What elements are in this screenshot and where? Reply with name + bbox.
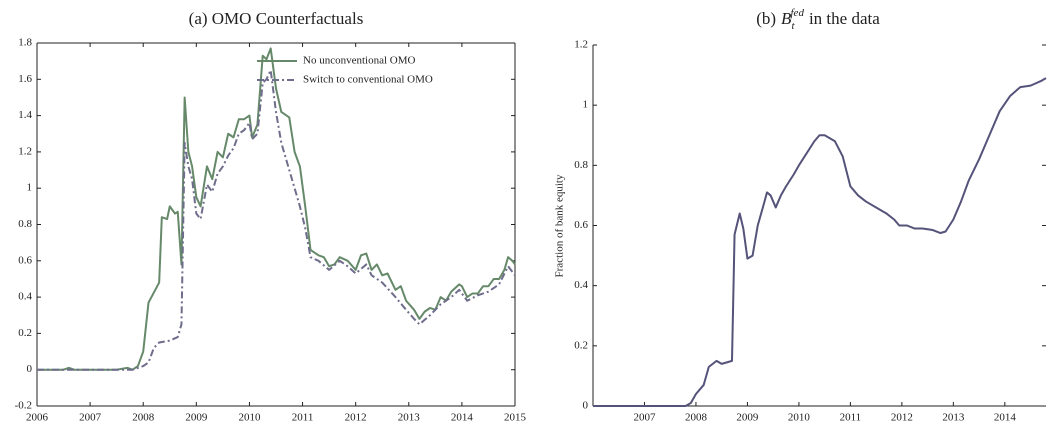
y-tick-label: 0.4 <box>574 279 588 291</box>
series-line <box>593 77 1047 407</box>
title-subscript: t <box>791 20 795 32</box>
x-tick-label: 2011 <box>840 412 862 424</box>
title-superscript: fed <box>791 7 805 19</box>
y-tick-label: 0.2 <box>18 327 32 339</box>
title-symbol: B <box>781 9 792 28</box>
x-tick-label: 2014 <box>994 412 1017 424</box>
chart-title: (a) OMO Counterfactuals <box>189 9 364 28</box>
y-tick-label: 1 <box>27 182 33 194</box>
y-tick-label: 0.2 <box>574 339 588 351</box>
y-tick-label: 1.2 <box>574 39 588 51</box>
title-prefix: (b) <box>756 9 776 28</box>
x-tick-label: 2013 <box>942 412 965 424</box>
y-tick-label: 0 <box>583 400 589 412</box>
y-tick-label: 1.6 <box>18 73 32 85</box>
series-line <box>37 69 516 371</box>
x-tick-label: 2014 <box>451 412 474 424</box>
y-tick-label: 1 <box>583 99 589 111</box>
y-tick-label: 1.2 <box>18 145 32 157</box>
x-tick-label: 2007 <box>633 412 656 424</box>
x-tick-label: 2007 <box>79 412 102 424</box>
y-tick-label: 0.8 <box>574 159 588 171</box>
x-tick-label: 2010 <box>238 412 261 424</box>
x-tick-label: 2009 <box>185 412 208 424</box>
y-tick-label: 0.6 <box>18 254 32 266</box>
y-tick-label: 0.8 <box>18 218 32 230</box>
legend-label: Switch to conventional OMO <box>303 74 433 86</box>
y-tick-label: 0.6 <box>574 219 588 231</box>
x-tick-label: 2008 <box>685 412 708 424</box>
y-tick-label: 0 <box>27 363 33 375</box>
x-tick-label: 2006 <box>26 412 49 424</box>
y-tick-label: -0.2 <box>15 400 32 412</box>
x-tick-label: 2012 <box>345 412 367 424</box>
chart-title: (b) Btfed in the data <box>756 7 880 32</box>
x-tick-label: 2015 <box>504 412 527 424</box>
series-line <box>37 47 516 371</box>
x-tick-label: 2011 <box>292 412 314 424</box>
y-tick-label: 1.8 <box>18 37 32 49</box>
x-tick-label: 2010 <box>788 412 811 424</box>
x-tick-label: 2012 <box>891 412 913 424</box>
legend-label: No unconventional OMO <box>303 55 415 67</box>
y-tick-label: 0.4 <box>18 291 32 303</box>
x-tick-label: 2009 <box>736 412 759 424</box>
y-tick-label: 1.4 <box>18 109 32 121</box>
x-tick-label: 2013 <box>398 412 421 424</box>
title-suffix: in the data <box>809 9 880 28</box>
y-axis-label: Fraction of bank equity <box>554 174 566 277</box>
x-tick-label: 2008 <box>132 412 155 424</box>
